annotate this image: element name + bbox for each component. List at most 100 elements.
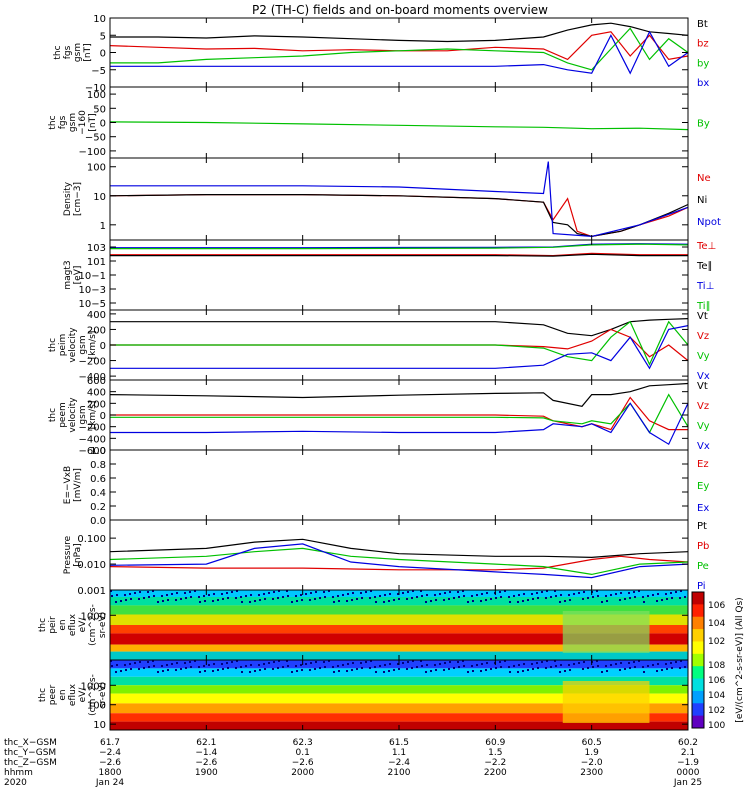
colorbar-swatch (692, 703, 704, 717)
spectrogram-noise (161, 595, 163, 597)
spectrogram-noise (472, 600, 474, 602)
spectrogram-noise (426, 664, 428, 666)
y-tick-label: −100 (79, 147, 106, 158)
legend-entry: Ni (697, 195, 707, 206)
spectrogram-noise (564, 600, 566, 602)
spectrogram-noise (185, 597, 187, 599)
spectrogram-noise (642, 666, 644, 668)
spectrogram-noise (305, 663, 307, 665)
y-axis-label-line: thc (38, 618, 48, 632)
spectrogram-noise (559, 671, 561, 673)
spectrogram-noise (323, 591, 325, 593)
spectrogram-noise (338, 670, 340, 672)
spectrogram-noise (185, 667, 187, 669)
spectrogram-noise (147, 591, 149, 593)
orbit-value: 61.5 (389, 738, 409, 748)
spectrogram-noise (264, 668, 266, 670)
spectrogram-noise (633, 661, 635, 663)
spectrogram-noise (198, 596, 200, 598)
y-tick-label: 0.100 (77, 534, 106, 545)
panel-frame (109, 449, 689, 521)
y-tick-label: 600 (87, 376, 106, 387)
y-axis-label-line: eV/ (78, 617, 88, 633)
spectrogram-noise (500, 596, 502, 598)
y-axis-label: thc fgs gsm −160 [nT] (48, 110, 98, 135)
y-tick-label: 10−1 (79, 271, 106, 282)
spectrogram-noise (680, 660, 682, 662)
y-tick-label: 400 (87, 388, 106, 399)
spectrogram-noise (518, 594, 520, 596)
colorbar-tick-label: 102 (708, 706, 725, 716)
spectrogram-noise (629, 597, 631, 599)
spectrogram-noise (272, 668, 274, 670)
spectrogram-noise (633, 591, 635, 593)
spectrogram-noise (190, 666, 192, 668)
spectrogram-noise (125, 669, 127, 671)
y-axis-label-line: fgs (58, 115, 68, 129)
spectrogram-noise (495, 667, 497, 669)
spectrogram-noise (592, 666, 594, 668)
spectrogram-noise (564, 670, 566, 672)
spectrogram-noise (504, 590, 506, 592)
spectrogram-noise (250, 594, 252, 596)
spectrogram-noise (546, 660, 548, 662)
spectrogram-noise (250, 664, 252, 666)
spectrogram-noise (310, 662, 312, 664)
legend-entry: Vy (697, 421, 710, 432)
colorbar-swatch (692, 653, 704, 667)
y-tick-label: 1.0 (90, 446, 106, 457)
spectrogram-noise (430, 670, 432, 672)
spectrogram-noise (416, 666, 418, 668)
spectrogram-noise (476, 594, 478, 596)
spectrogram-noise (365, 591, 367, 593)
spectrogram-noise (148, 596, 150, 598)
spectrogram-noise (555, 595, 557, 597)
spectrogram-noise (315, 591, 317, 593)
orbit-value: 2100 (388, 768, 411, 778)
legend-entry: Ez (697, 459, 709, 470)
spectrogram-noise (212, 600, 214, 602)
spectrogram-noise (642, 596, 644, 598)
spectrogram-noise (361, 597, 363, 599)
spectrogram-noise (610, 664, 612, 666)
spectrogram-noise (259, 599, 261, 601)
orbit-value: Jan 25 (673, 778, 702, 788)
series-line-fgs (110, 30, 689, 75)
spectrogram-noise (328, 660, 330, 662)
spectrogram-noise (134, 592, 136, 594)
spectrogram-noise (124, 594, 126, 596)
spectrogram-noise (263, 663, 265, 665)
spectrogram-noise (416, 596, 418, 598)
spectrogram-noise (272, 598, 274, 600)
spectrogram-noise (582, 668, 584, 670)
y-tick-label: 200 (87, 325, 106, 336)
spectrogram-noise (652, 664, 654, 666)
spectrogram-noise (384, 664, 386, 666)
spectrogram-noise (300, 594, 302, 596)
y-axis-label: magt3 [eV] (63, 260, 83, 289)
spectrogram-noise (273, 661, 275, 663)
spectrogram-noise (176, 662, 178, 664)
spectrogram-noise (204, 670, 206, 672)
plot-title: P2 (TH-C) fields and on-board moments ov… (252, 3, 548, 17)
spectrogram-noise (434, 664, 436, 666)
spectrogram-noise (541, 661, 543, 663)
series-line-peim (110, 318, 689, 337)
spectrogram-noise (443, 669, 445, 671)
spectrogram-noise (597, 665, 599, 667)
spectrogram-noise (560, 594, 562, 596)
spectrogram-noise (596, 660, 598, 662)
spectrogram-noise (554, 660, 556, 662)
spectrogram-noise (189, 591, 191, 593)
colorbar-tick-label: 104 (708, 619, 725, 629)
orbit-value: 1800 (99, 768, 122, 778)
y-tick-label: 100 (87, 701, 106, 712)
spectrogram-noise (582, 598, 584, 600)
orbit-value: 1.9 (585, 748, 600, 758)
orbit-value: 60.5 (582, 738, 602, 748)
spectrogram-noise (227, 597, 229, 599)
spectrogram-noise (268, 592, 270, 594)
y-tick-label: 10 (93, 192, 106, 203)
y-axis-label-line: thc (48, 115, 58, 129)
